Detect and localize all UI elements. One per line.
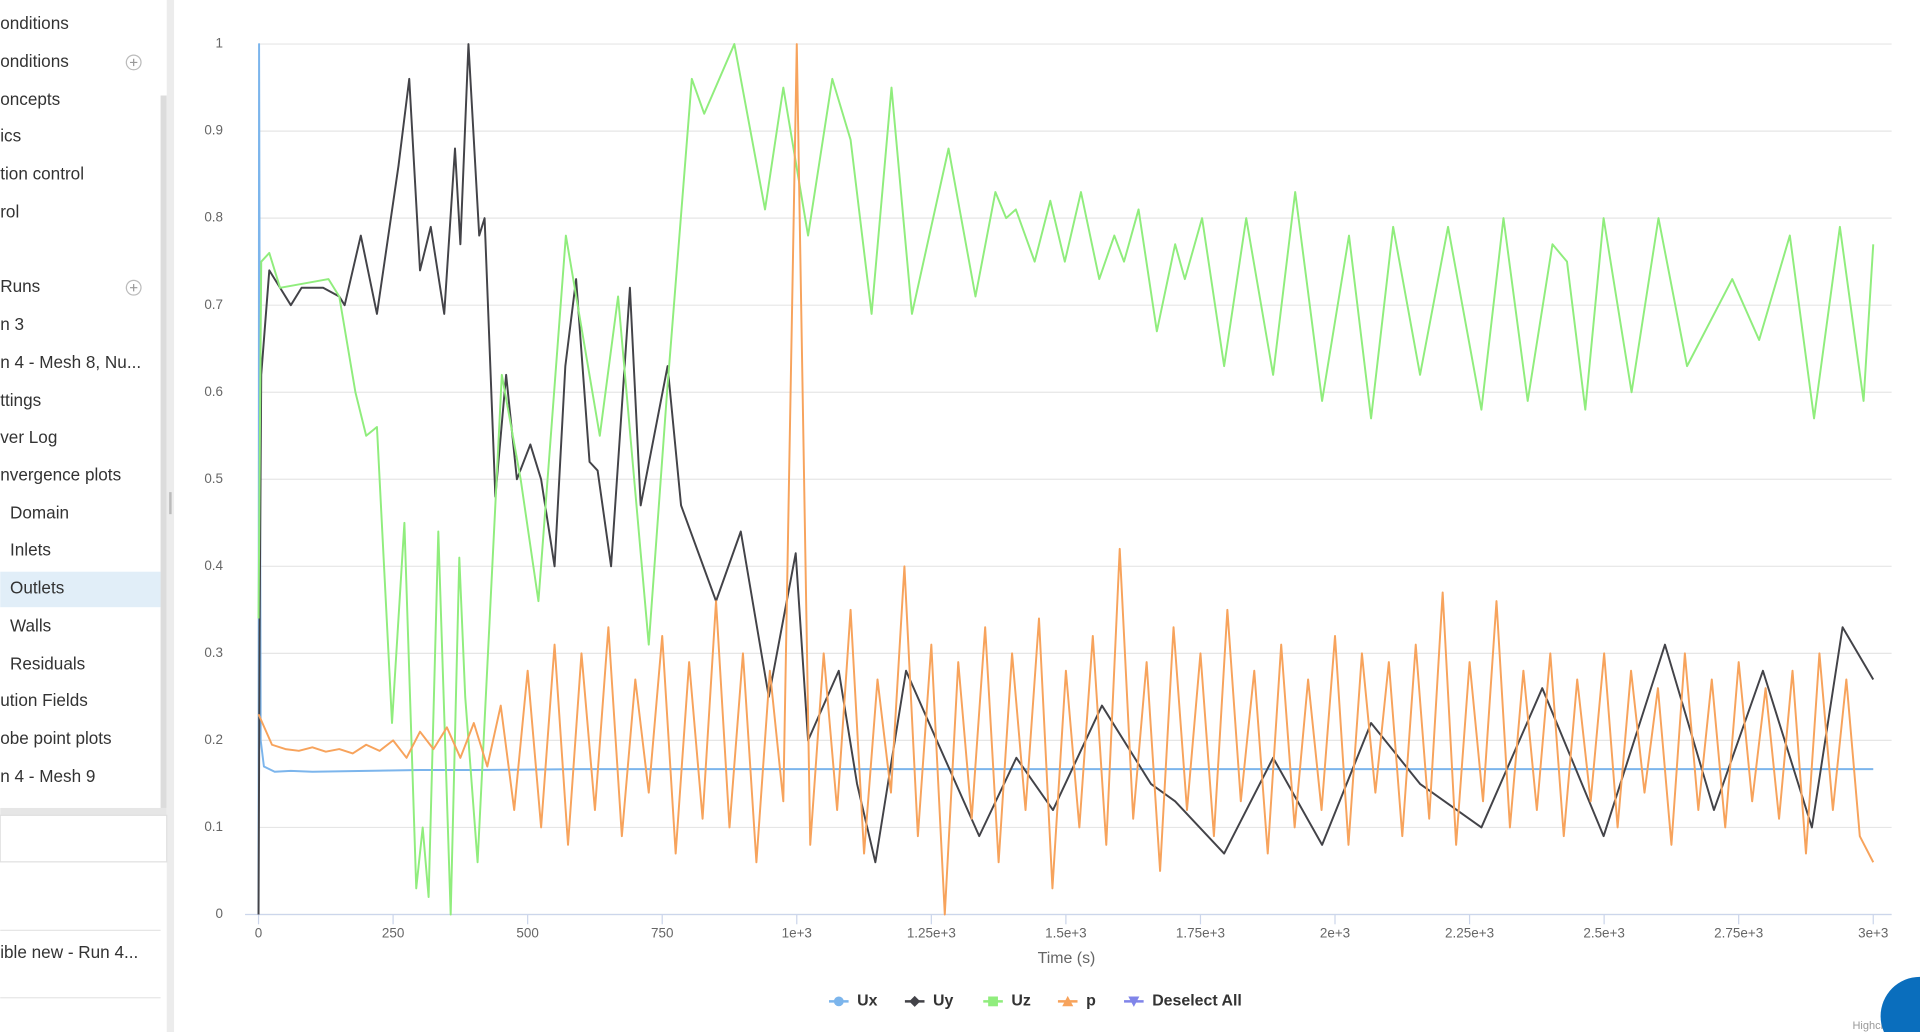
tree-item[interactable]: tion control bbox=[0, 164, 84, 184]
lower-item[interactable]: ible new - Run 4... bbox=[0, 942, 138, 962]
y-tick-label: 0.2 bbox=[204, 732, 223, 747]
legend-label[interactable]: Ux bbox=[857, 993, 877, 1010]
x-tick-label: 1.5e+3 bbox=[1045, 926, 1087, 941]
y-tick-label: 0.4 bbox=[204, 558, 223, 573]
y-tick-label: 0.6 bbox=[204, 384, 223, 399]
add-icon[interactable] bbox=[125, 279, 142, 296]
y-tick-label: 0.1 bbox=[204, 819, 223, 834]
tree-item[interactable]: Runs bbox=[0, 276, 40, 296]
selected-row bbox=[0, 571, 161, 608]
tree-item[interactable]: Inlets bbox=[10, 539, 51, 559]
tree-item[interactable]: Domain bbox=[10, 503, 69, 523]
tree-item[interactable]: Residuals bbox=[10, 653, 85, 673]
tree-item[interactable]: ttings bbox=[0, 390, 41, 410]
y-tick-label: 0.7 bbox=[204, 297, 223, 312]
legend-marker bbox=[833, 996, 844, 1007]
add-icon-plus bbox=[129, 58, 138, 67]
x-tick-label: 1e+3 bbox=[782, 926, 812, 941]
x-tick-label: 1.25e+3 bbox=[907, 926, 956, 941]
tree-item[interactable]: onditions bbox=[0, 51, 69, 71]
deselect-all[interactable]: Deselect All bbox=[1152, 993, 1242, 1010]
chat-button[interactable] bbox=[1880, 976, 1920, 1032]
y-tick-label: 0.8 bbox=[204, 210, 223, 225]
x-tick-label: 250 bbox=[382, 926, 404, 941]
y-tick-label: 0.9 bbox=[204, 123, 223, 138]
tree-item[interactable]: Outlets bbox=[10, 577, 64, 597]
series-line bbox=[257, 43, 1875, 915]
panel-divider bbox=[0, 807, 167, 816]
x-axis-title: Time (s) bbox=[1038, 950, 1096, 967]
tree-item[interactable]: onditions bbox=[0, 13, 69, 33]
legend-label[interactable]: Uz bbox=[1011, 993, 1030, 1010]
legend-marker bbox=[988, 996, 998, 1007]
x-tick-label: 2.5e+3 bbox=[1583, 926, 1625, 941]
legend-label[interactable]: p bbox=[1086, 993, 1096, 1010]
legend-marker bbox=[909, 995, 921, 1007]
x-tick-label: 1.75e+3 bbox=[1176, 926, 1225, 941]
tree-item[interactable]: rol bbox=[0, 202, 19, 222]
y-tick-label: 0 bbox=[216, 906, 223, 921]
search-box[interactable] bbox=[0, 814, 168, 863]
y-tick-label: 0.3 bbox=[204, 645, 223, 660]
splitter bbox=[166, 0, 175, 1032]
tree-item[interactable]: ics bbox=[0, 126, 21, 146]
series-line bbox=[257, 43, 1875, 916]
x-tick-label: 2.75e+3 bbox=[1714, 926, 1763, 941]
scrollbar bbox=[160, 95, 167, 808]
x-tick-label: 0 bbox=[255, 926, 262, 941]
x-tick-label: 2.25e+3 bbox=[1445, 926, 1494, 941]
add-icon-plus bbox=[129, 284, 138, 292]
x-tick-label: 750 bbox=[651, 926, 673, 941]
legend-marker bbox=[1128, 996, 1140, 1007]
add-icon[interactable] bbox=[125, 54, 142, 71]
tree-item[interactable]: obe point plots bbox=[0, 728, 111, 748]
x-tick-label: 2e+3 bbox=[1320, 926, 1350, 941]
series-line bbox=[257, 43, 1875, 916]
splitter-grip bbox=[169, 492, 172, 515]
legend-marker bbox=[1062, 995, 1074, 1007]
legend-label[interactable]: Uy bbox=[933, 993, 953, 1010]
tree-item[interactable]: n 3 bbox=[0, 314, 24, 334]
x-tick-label: 500 bbox=[516, 926, 538, 941]
x-tick-label: 3e+3 bbox=[1858, 926, 1888, 941]
y-tick-label: 0.5 bbox=[204, 471, 223, 486]
tree-item[interactable]: n 4 - Mesh 9 bbox=[0, 766, 95, 786]
y-tick-label: 1 bbox=[216, 36, 223, 51]
tree-item[interactable]: ution Fields bbox=[0, 690, 88, 710]
tree-item[interactable]: oncepts bbox=[0, 89, 60, 109]
tree-item[interactable]: ver Log bbox=[0, 427, 57, 447]
tree-item[interactable]: n 4 - Mesh 8, Nu... bbox=[0, 352, 141, 372]
sidebar bbox=[0, 0, 161, 808]
tree-item[interactable]: nvergence plots bbox=[0, 465, 121, 485]
tree-item[interactable]: Walls bbox=[10, 615, 51, 635]
series-line bbox=[257, 43, 1874, 915]
